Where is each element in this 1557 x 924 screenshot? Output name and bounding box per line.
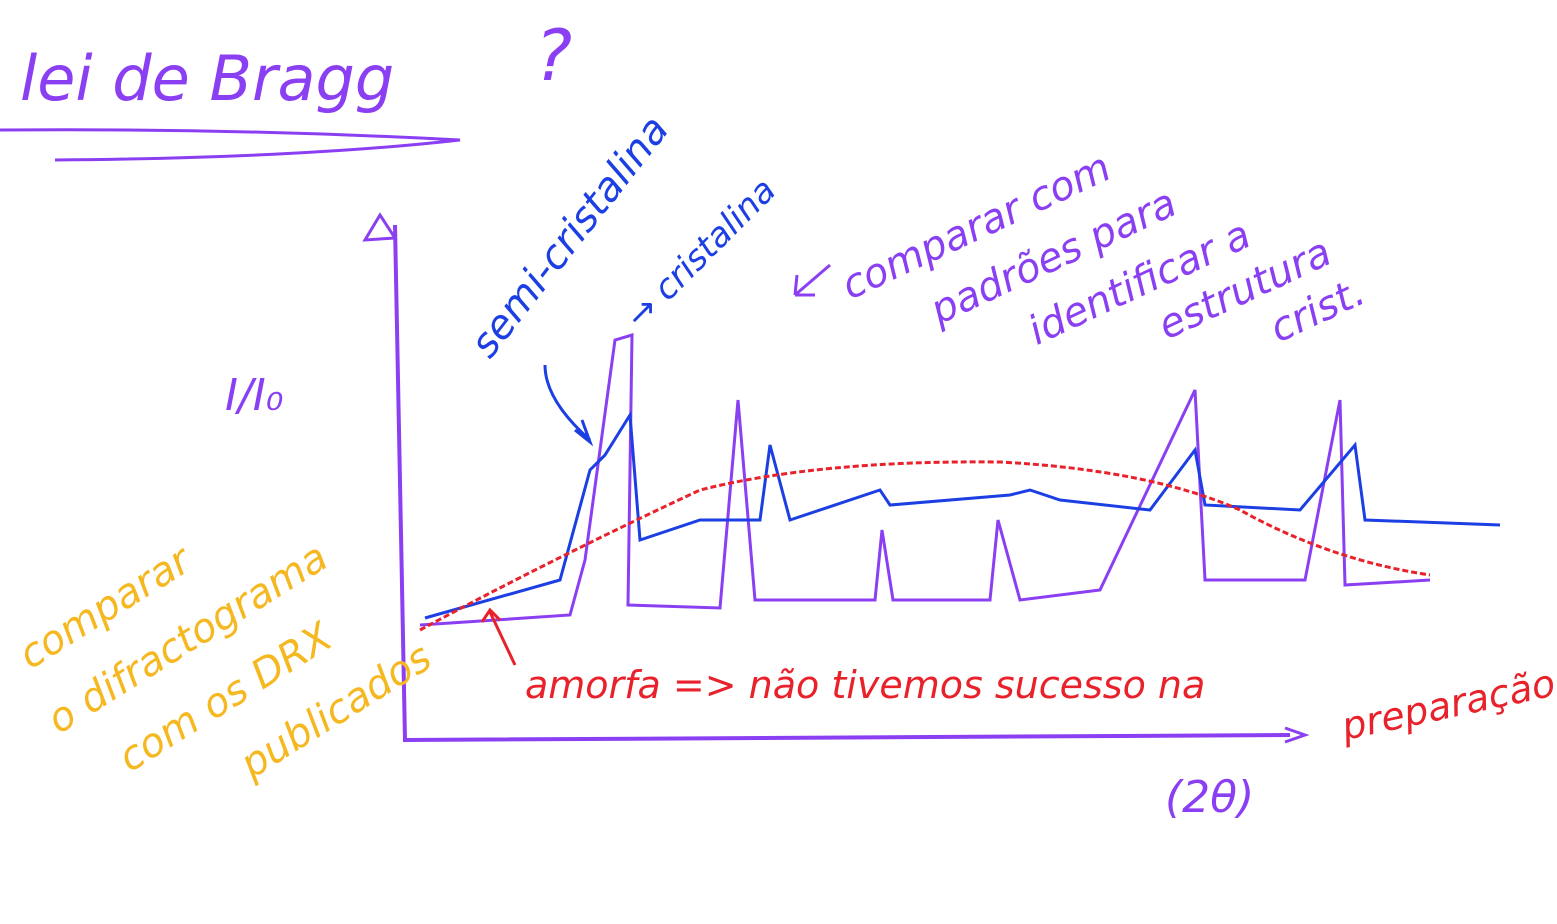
arrowheads [362,212,1310,744]
arrow [543,364,594,447]
y-axis-label: I/I₀ [225,370,283,421]
question-mark: ? [535,15,572,97]
crystalline-curve [419,332,1431,627]
annotation-cristalina: → cristalina [618,170,784,336]
axes [393,224,1291,743]
amorphous-curve [419,460,1431,632]
annotation-amorfa: amorfa => não tivemos sucesso na [525,663,1205,707]
underline [0,128,461,162]
x-axis-label: (2θ) [1165,772,1254,823]
semi-crystalline-curve [424,410,1501,620]
annotation-preparacao: preparação [1337,661,1557,749]
title: lei de Bragg [20,42,394,115]
arrow [480,607,517,666]
arrow [793,263,831,297]
